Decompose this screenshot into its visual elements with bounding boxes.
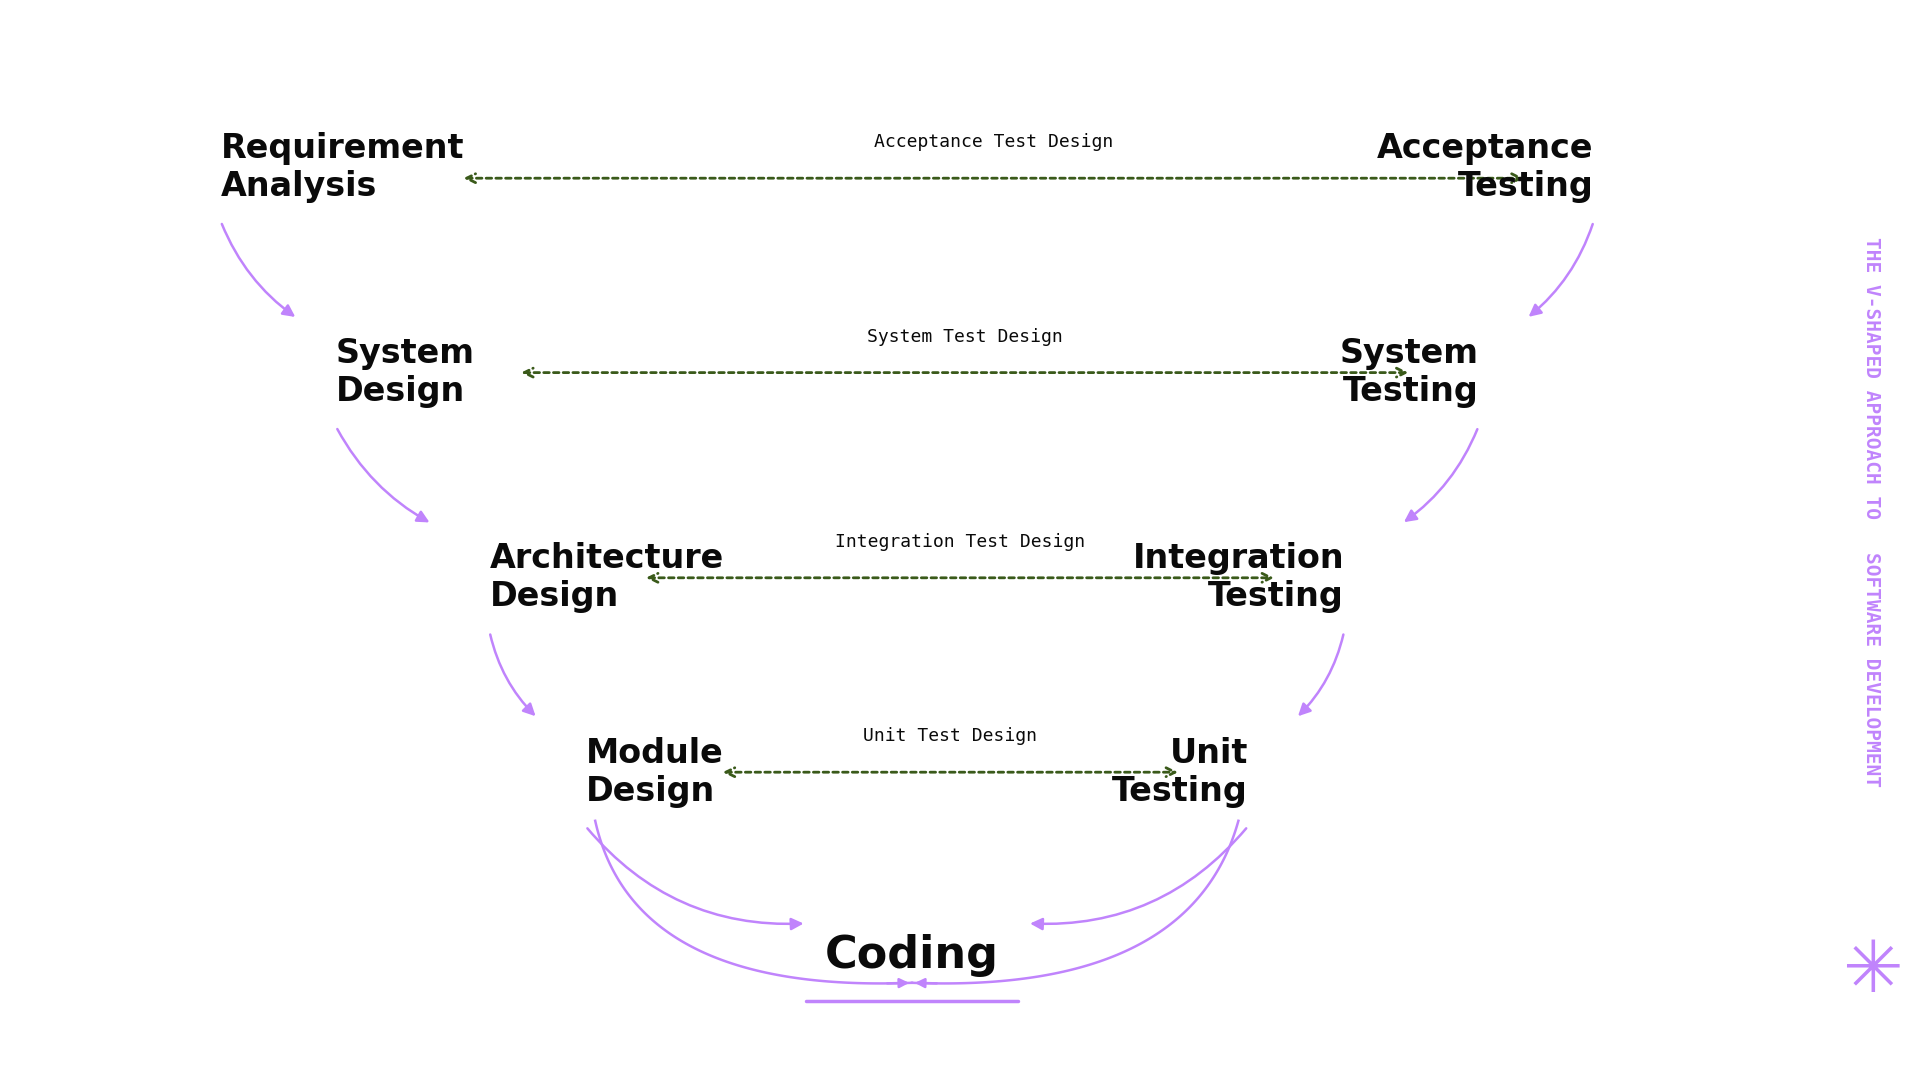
Text: System Test Design: System Test Design (868, 327, 1062, 346)
Text: THE V-SHAPED APPROACH TO: THE V-SHAPED APPROACH TO (1862, 237, 1882, 519)
Text: Unit Test Design: Unit Test Design (864, 727, 1037, 745)
Text: Architecture
Design: Architecture Design (490, 542, 724, 613)
Text: Integration Test Design: Integration Test Design (835, 532, 1085, 551)
Text: Integration
Testing: Integration Testing (1133, 542, 1344, 613)
Text: Requirement
Analysis: Requirement Analysis (221, 132, 465, 203)
Text: System
Testing: System Testing (1340, 337, 1478, 408)
Text: System
Design: System Design (336, 337, 474, 408)
Text: Acceptance
Testing: Acceptance Testing (1377, 132, 1594, 203)
Text: Acceptance Test Design: Acceptance Test Design (874, 133, 1114, 151)
Text: Module
Design: Module Design (586, 737, 724, 808)
Text: Coding: Coding (826, 934, 998, 977)
Text: SOFTWARE DEVELOPMENT: SOFTWARE DEVELOPMENT (1862, 552, 1882, 787)
Text: Unit
Testing: Unit Testing (1112, 737, 1248, 808)
Text: ✳: ✳ (1841, 937, 1903, 1007)
